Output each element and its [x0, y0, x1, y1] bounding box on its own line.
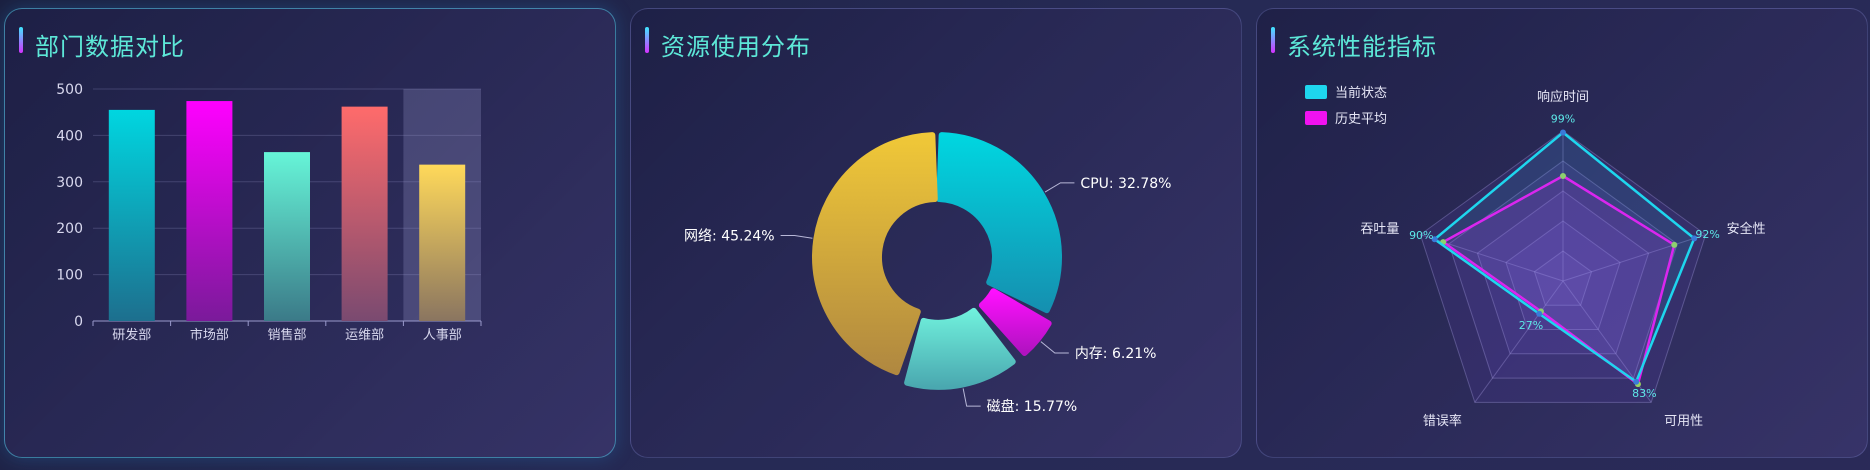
x-tick-label: 市场部: [190, 327, 229, 343]
radar-point: [1560, 129, 1566, 136]
radar-axis: [1474, 280, 1564, 403]
radar-axis: [1562, 234, 1706, 282]
leader-line: [962, 388, 981, 407]
radar-value-label: 83%: [1632, 387, 1656, 400]
x-tick-label: 运维部: [345, 328, 384, 343]
slice-内存: [978, 288, 1052, 356]
radar-point: [1560, 173, 1566, 179]
radar-ring: [1533, 250, 1593, 306]
bar-销售部: [264, 152, 310, 321]
bar-人事部: [419, 164, 466, 321]
leader-line: [780, 235, 813, 239]
legend-label: 历史平均: [1335, 112, 1387, 127]
radar-value-label: 27%: [1519, 319, 1543, 332]
slice-网络: [812, 132, 938, 376]
leader-line: [1044, 182, 1075, 193]
y-tick-label: 300: [56, 175, 83, 191]
slice-label: 网络: 45.24%: [684, 229, 775, 245]
radar-indicator-label: 吞吐量: [1360, 222, 1399, 237]
x-tick-label: 销售部: [267, 327, 306, 343]
radar-point: [1671, 241, 1678, 248]
radar-indicator-label: 可用性: [1664, 414, 1703, 429]
bar-运维部: [341, 106, 388, 322]
y-tick-label: 100: [56, 268, 83, 284]
donut-chart-panel: 资源使用分布 CPU: 32.78% 内存: 6.21% 磁盘: 15.77% 网络:…: [630, 8, 1242, 458]
radar-indicator-label: 安全性: [1727, 221, 1766, 237]
y-tick-label: 500: [56, 82, 83, 98]
radar-series-当前状态: [1432, 130, 1696, 384]
legend-swatch: [1305, 85, 1327, 99]
slice-label: 磁盘: 15.77%: [987, 398, 1078, 415]
slice-磁盘: [904, 307, 1016, 390]
radar-ring: [1419, 130, 1707, 403]
radar-point: [1431, 236, 1438, 243]
y-tick-label: 0: [74, 314, 83, 330]
y-tick-label: 400: [56, 128, 83, 144]
radar-point: [1691, 235, 1698, 242]
radar-point: [1633, 378, 1640, 385]
title-accent-bar: [645, 27, 649, 53]
slice-CPU: [936, 132, 1062, 314]
title-accent-bar: [1271, 27, 1275, 53]
bar-市场部: [186, 101, 233, 322]
legend-label: 当前状态: [1335, 85, 1387, 101]
leader-line: [1040, 341, 1069, 354]
radar-indicator-label: 响应时间: [1537, 89, 1589, 105]
bar-chart-panel: 部门数据对比 0 100 200 300 400 500 研发部 市场部 销售部 运维部 人事部: [4, 8, 616, 458]
radar-value-label: 92%: [1695, 228, 1719, 241]
bar-chart: 0 100 200 300 400 500 研发部 市场部 销售部 运维部 人事部: [56, 82, 482, 343]
radar-chart-panel: 系统性能指标 响应时间安全性可用性 错误率 吞吐量 99% 92% 83% 27% 90% 当前…: [1256, 8, 1868, 458]
radar-value-label: 90%: [1409, 229, 1433, 242]
panel-title: 资源使用分布: [661, 33, 811, 61]
radar-point: [1536, 310, 1543, 317]
slice-label: 内存: 6.21%: [1075, 346, 1157, 362]
title-accent-bar: [19, 27, 23, 53]
x-tick-label: 人事部: [423, 328, 462, 343]
radar-ring: [1476, 190, 1650, 355]
slice-label: CPU: 32.78%: [1080, 176, 1171, 192]
radar-ring: [1448, 160, 1678, 379]
bar-研发部: [108, 109, 155, 321]
x-tick-label: 研发部: [112, 327, 151, 343]
radar-indicator-label: 错误率: [1423, 413, 1462, 429]
panel-title: 部门数据对比: [35, 33, 185, 61]
y-tick-label: 200: [56, 221, 83, 237]
panel-title: 系统性能指标: [1287, 33, 1437, 61]
donut-chart: CPU: 32.78% 内存: 6.21% 磁盘: 15.77% 网络: 45.24%: [684, 132, 1171, 415]
legend-swatch: [1305, 111, 1327, 125]
radar-value-label: 99%: [1551, 113, 1575, 126]
